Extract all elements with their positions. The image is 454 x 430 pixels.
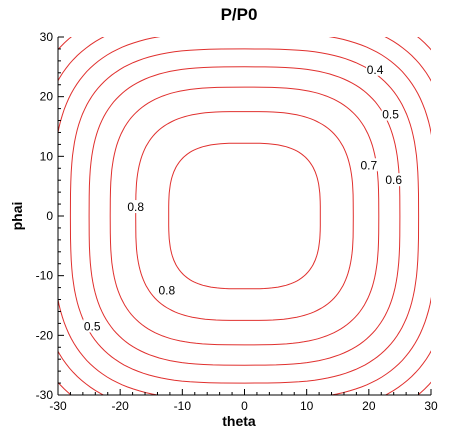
x-axis-label: theta <box>222 413 256 429</box>
axes: -30 -20 -10 0 10 20 30 -30 -20 -10 0 10 20 30 <box>36 30 438 413</box>
y-axis-label: phai <box>9 202 25 231</box>
y-tick-label: 30 <box>40 30 54 44</box>
x-tick-label: -10 <box>174 399 192 413</box>
contour-label-bg <box>126 200 145 214</box>
contour-label-bg <box>381 107 400 121</box>
contour-line <box>135 111 354 321</box>
x-tick-label: -20 <box>111 399 129 413</box>
contour-label: 0.8 <box>158 284 175 298</box>
contour-label: 0.5 <box>84 319 101 333</box>
contour-label: 0.6 <box>385 173 402 187</box>
y-tick-label: 20 <box>40 90 54 104</box>
contour-label-bg <box>366 62 385 76</box>
contour-label: 0.4 <box>367 63 384 77</box>
contour-line <box>58 37 431 395</box>
x-tick-label: 20 <box>362 399 376 413</box>
y-tick-label: 10 <box>40 149 54 163</box>
x-tick-label: 30 <box>424 399 438 413</box>
contour-line <box>69 48 420 384</box>
y-tick-label: -30 <box>36 388 54 402</box>
contour-label: 0.7 <box>360 158 377 172</box>
contour-label-bg <box>157 283 176 297</box>
contour-label-bg <box>384 173 403 187</box>
y-tick-label: -10 <box>36 269 54 283</box>
x-tick-label: -30 <box>49 399 67 413</box>
contour-line <box>58 37 431 395</box>
chart-title: P/P0 <box>221 5 258 24</box>
x-tick-label: 0 <box>241 399 248 413</box>
contour-label-bg <box>83 319 102 333</box>
contour-line <box>58 37 431 395</box>
contour-label-bg <box>359 158 378 172</box>
contour-line <box>109 86 380 346</box>
contour-label: 0.5 <box>382 108 399 122</box>
x-tick-label: 10 <box>300 399 314 413</box>
contour-line <box>88 66 401 366</box>
contour-lines <box>58 37 431 395</box>
y-tick-label: 0 <box>46 209 53 223</box>
contour-label: 0.8 <box>127 200 144 214</box>
contour-line <box>168 142 321 290</box>
y-tick-label: -20 <box>36 328 54 342</box>
contour-labels: 0.4 0.5 0.7 0.6 0.8 0.8 0.5 <box>83 62 403 333</box>
